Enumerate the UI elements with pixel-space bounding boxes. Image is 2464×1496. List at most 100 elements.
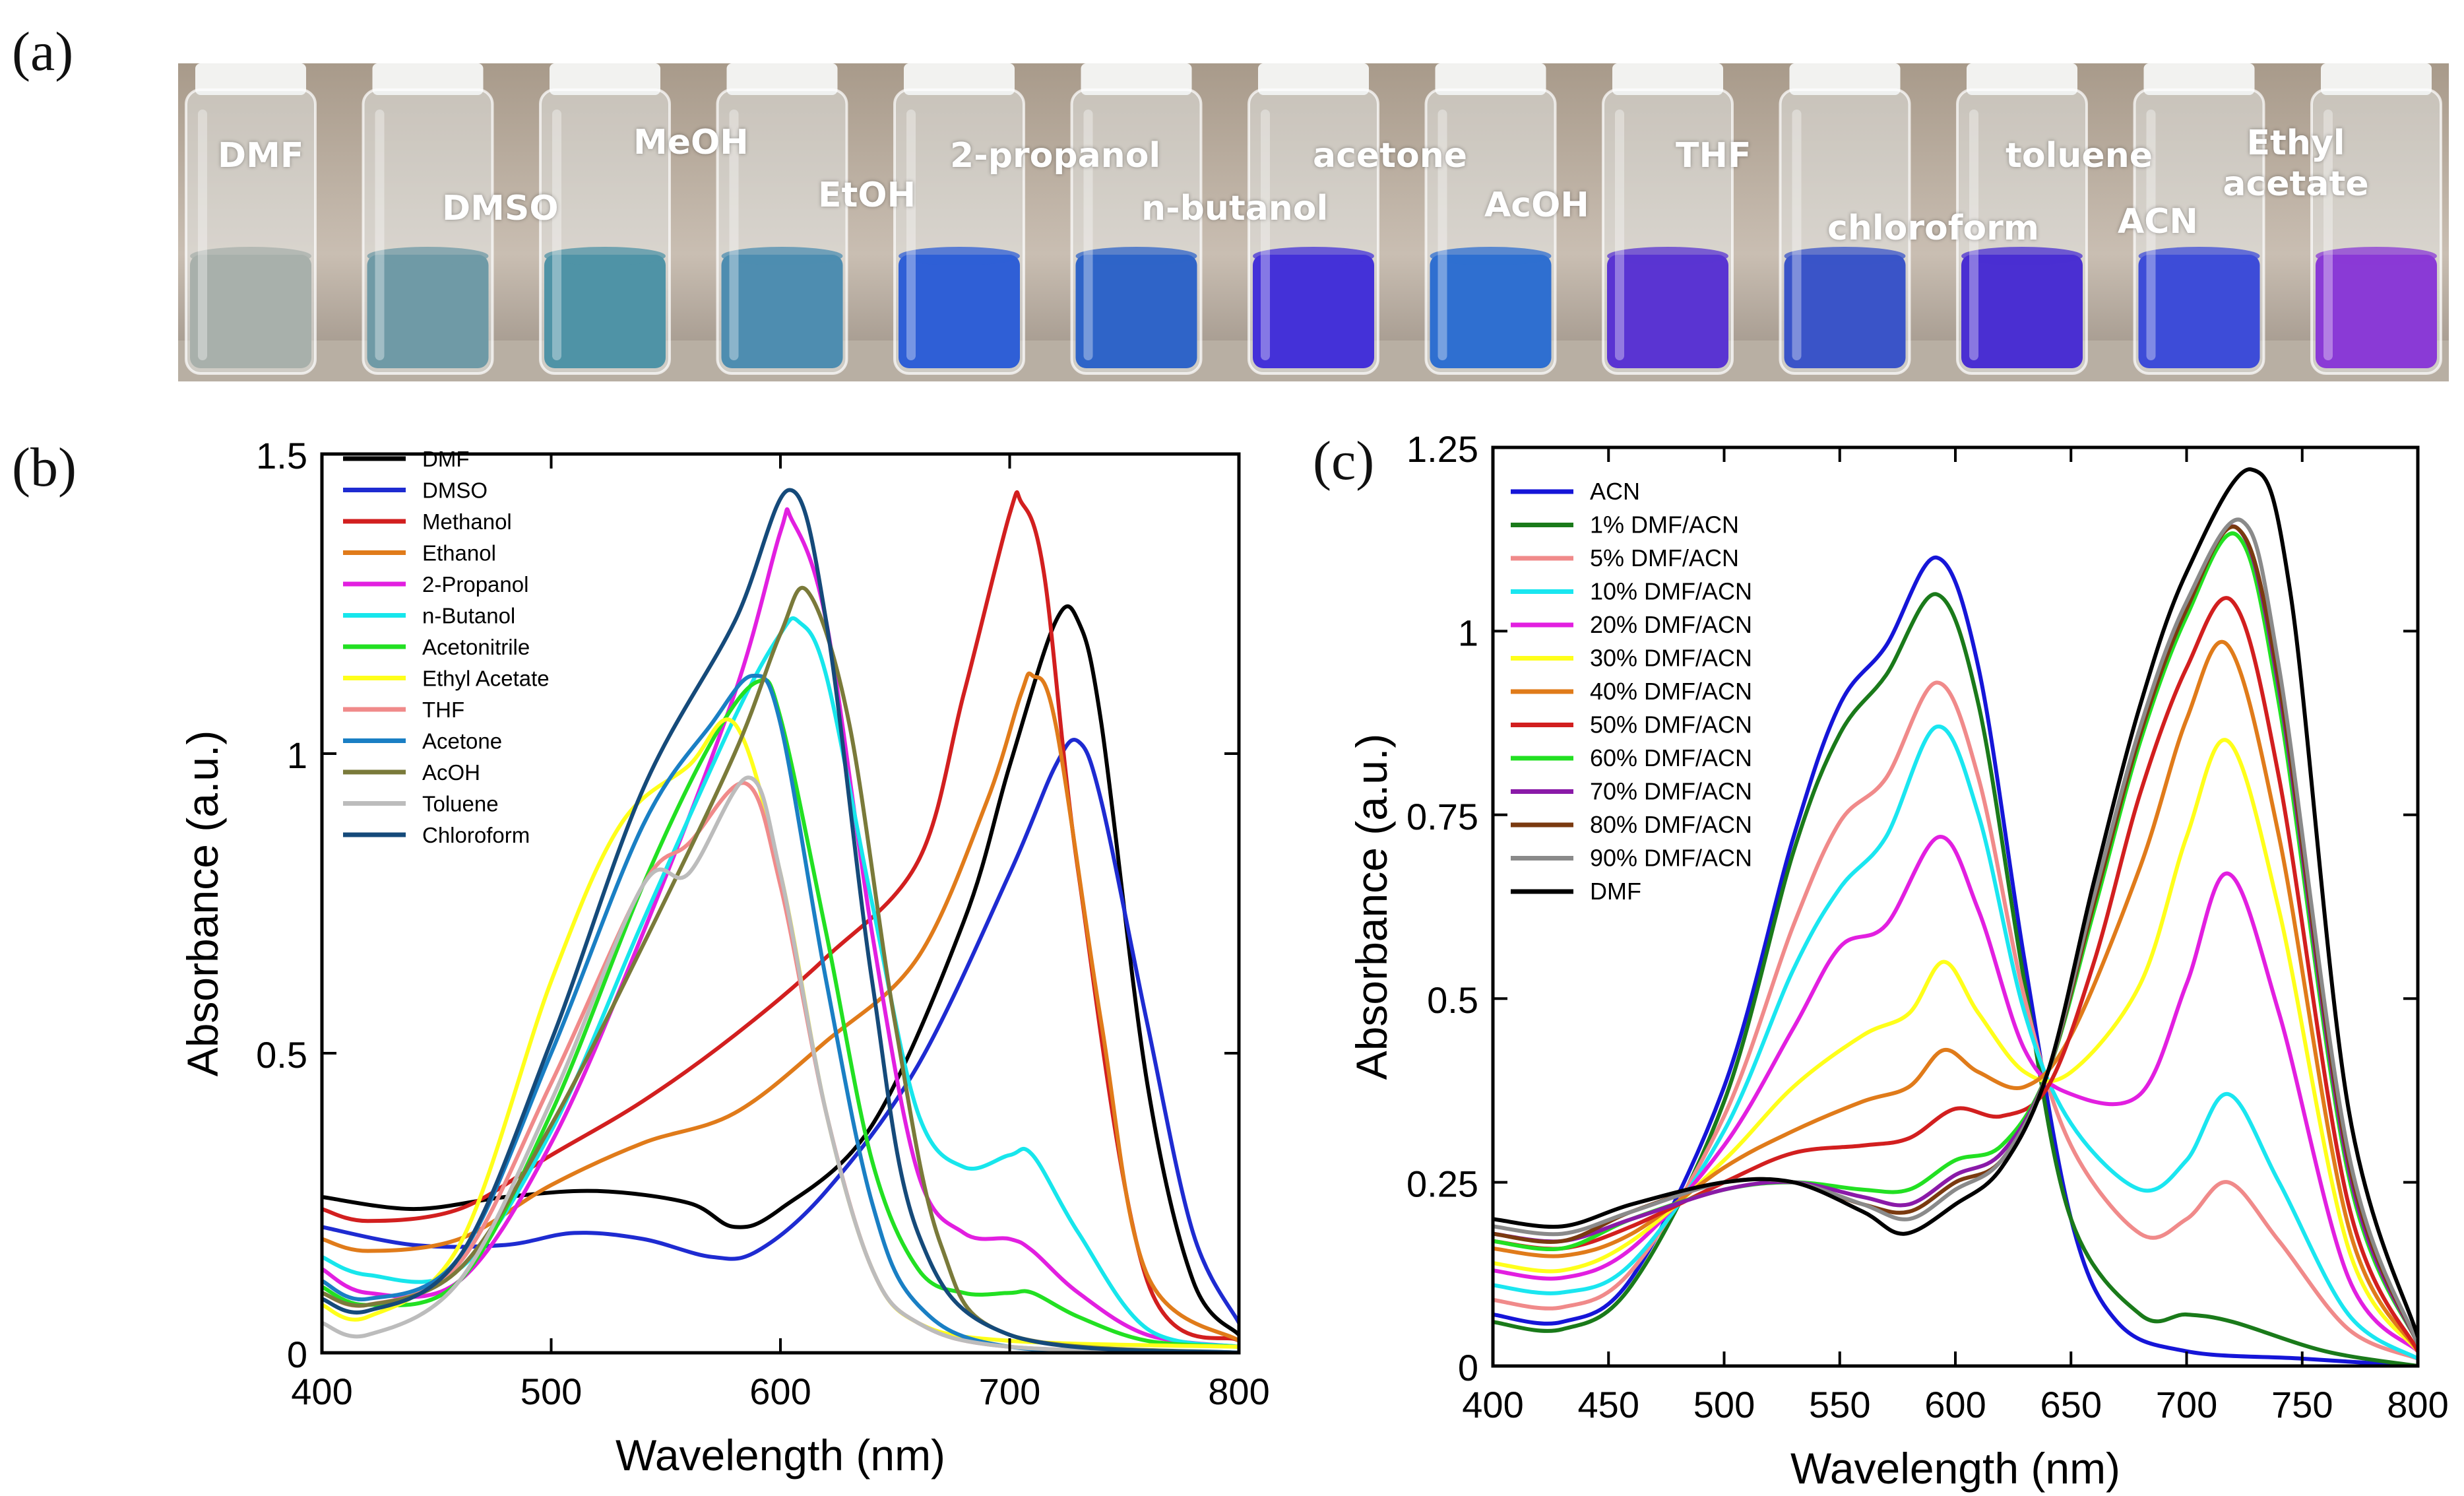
vial-label: ACN (2118, 202, 2198, 242)
vial-label: chloroform (1827, 209, 2039, 248)
y-tick-label: 0.5 (256, 1034, 307, 1076)
vial-cap (1789, 63, 1901, 95)
vial-meniscus (190, 247, 311, 265)
y-tick-label: 1.5 (256, 435, 307, 476)
vial (1248, 63, 1379, 375)
y-axis-label: Absorbance (a.u.) (1347, 734, 1396, 1080)
y-tick-label: 0.5 (1427, 979, 1478, 1021)
series-line-30-dmf-acn (1493, 738, 2418, 1353)
legend-label: THF (422, 698, 464, 722)
y-tick-label: 1.25 (1406, 428, 1478, 470)
vial-meniscus (721, 247, 843, 265)
vial-highlight (729, 110, 739, 360)
vial-meniscus (1784, 247, 1906, 265)
legend-label: 5% DMF/ACN (1590, 544, 1739, 571)
legend-label: 50% DMF/ACN (1590, 711, 1752, 738)
series-line-2-propanol (322, 507, 1239, 1349)
y-tick-label: 0.75 (1406, 796, 1478, 837)
vial-label: THF (1676, 136, 1752, 176)
vial-cap (726, 63, 838, 95)
y-tick-label: 0 (1458, 1347, 1478, 1388)
vial-cap (195, 63, 306, 95)
vial-label: 2-propanol (950, 136, 1161, 176)
vials-photo: DMF DMSO MeOH EtOH 2-propanol n-butanol aceton… (178, 63, 2449, 381)
series-line-5-dmf-acn (1493, 680, 2418, 1361)
vial-highlight (1083, 110, 1093, 360)
legend-label: Acetone (422, 729, 502, 754)
vial (1424, 63, 1557, 375)
legend-label: 10% DMF/ACN (1590, 578, 1752, 605)
series-line-dmso (322, 737, 1239, 1325)
vial-cap (372, 63, 484, 95)
panel-label-a: (a) (12, 21, 74, 82)
vial-cap (1612, 63, 1723, 95)
vial-cap (1081, 63, 1192, 95)
vial-liquid (1961, 255, 2083, 368)
y-axis-label: Absorbance (a.u.) (178, 731, 227, 1077)
series-line-40-dmf-acn (1493, 639, 2418, 1353)
vial-meniscus (544, 247, 666, 265)
x-axis-label: Wavelength (nm) (1790, 1444, 2120, 1493)
vial-cap (2143, 63, 2255, 95)
vial (716, 63, 848, 375)
legend-label: Chloroform (422, 823, 530, 847)
vial-highlight (2323, 110, 2333, 360)
legend-label: 30% DMF/ACN (1590, 645, 1752, 672)
vial-highlight (1969, 110, 1978, 360)
vial-liquid (899, 255, 1020, 368)
x-tick-label: 600 (1924, 1384, 1986, 1425)
vials-photo-drawing (178, 63, 2449, 381)
series-line-10-dmf-acn (1493, 725, 2418, 1361)
vial-highlight (198, 110, 207, 360)
series-line-ethanol (322, 671, 1239, 1343)
vial-meniscus (2316, 247, 2437, 265)
vial-label: acetone (1313, 136, 1468, 176)
vial-highlight (1261, 110, 1270, 360)
vial-highlight (375, 110, 385, 360)
vial-cap (550, 63, 660, 95)
x-tick-label: 650 (2040, 1384, 2102, 1425)
vial-label: MeOH (633, 123, 749, 162)
vial (1602, 63, 1734, 375)
vial-label: toluene (2006, 136, 2153, 176)
chart-b-svg: 400 500 600 700 800 0 0.5 1 1.5 Wavelength (nm) Ab… (178, 435, 1270, 1480)
legend-label: ACN (1590, 478, 1640, 505)
vial-liquid (1607, 255, 1728, 368)
vial (1070, 63, 1203, 375)
x-tick-label: 400 (291, 1371, 352, 1412)
legend-label: 60% DMF/ACN (1590, 744, 1752, 771)
vial-liquid (544, 255, 666, 368)
vial-liquid (1430, 255, 1552, 368)
x-tick-label: 500 (521, 1371, 582, 1412)
legend-label: Ethyl Acetate (422, 667, 550, 691)
legend-label: 1% DMF/ACN (1590, 511, 1739, 538)
vial-cap (904, 63, 1015, 95)
legend-label: Acetonitrile (422, 635, 530, 659)
vial-highlight (1437, 110, 1447, 360)
panel-label-b: (b) (12, 437, 77, 498)
series-line-acoh (322, 585, 1239, 1353)
legend-label: n-Butanol (422, 604, 515, 628)
x-tick-label: 800 (2387, 1384, 2448, 1425)
x-tick-label: 400 (1462, 1384, 1523, 1425)
chart-c-svg: 400 450 500 550 600 650 700 750 800 0 0.25 0.5 0.75 1… (1347, 428, 2449, 1493)
legend-label: 2-Propanol (422, 572, 528, 597)
vial-highlight (552, 110, 561, 360)
vial-liquid (190, 255, 311, 368)
vial-liquid (1253, 255, 1374, 368)
vial-meniscus (899, 247, 1020, 265)
legend-label: Toluene (422, 792, 499, 816)
legend: DMF DMSO Methanol Ethanol 2-Propanol n-Butano… (343, 447, 550, 847)
vial (1956, 63, 2088, 375)
legend-label: AcOH (422, 760, 480, 785)
vial-label: Ethyl acetate (2223, 123, 2369, 204)
vial-liquid (1784, 255, 1906, 368)
y-tick-label: 0 (287, 1334, 307, 1375)
vial-highlight (1792, 110, 1802, 360)
y-tick-label: 0.25 (1406, 1163, 1478, 1205)
legend-label: DMF (422, 447, 469, 471)
vial-liquid (367, 255, 489, 368)
vial (2310, 63, 2442, 375)
vial-meniscus (367, 247, 489, 265)
vial-label: n-butanol (1141, 189, 1329, 228)
